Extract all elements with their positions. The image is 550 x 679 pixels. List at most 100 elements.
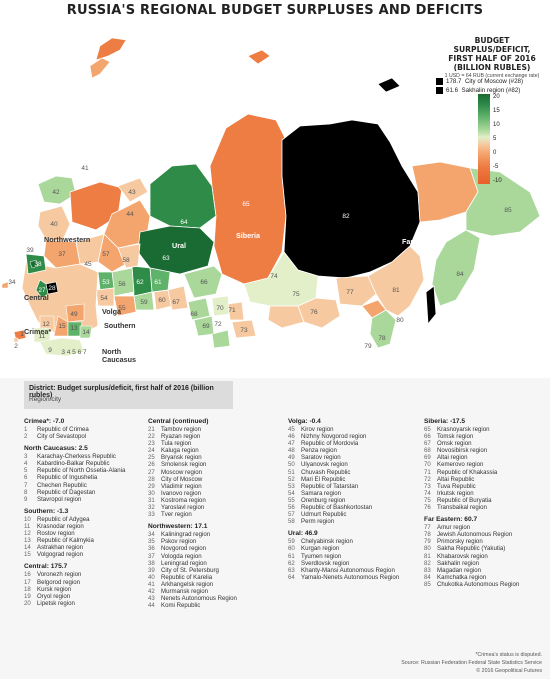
map-label-37: 37 (58, 251, 66, 258)
region-number: 61 (288, 552, 295, 560)
region-number: 13 (24, 537, 31, 545)
legend-big-label: Sakhalin region (#82) (461, 87, 521, 95)
region-row: 36 Novgorod region (148, 545, 276, 552)
map-label-60: 60 (158, 297, 166, 304)
region-name: Republic of Bashkortostan (301, 504, 373, 512)
region-27 (35, 279, 49, 299)
region-row: 58 Perm region (288, 518, 416, 525)
region-number: 84 (424, 573, 431, 581)
region-number: 34 (148, 531, 155, 539)
region-number: 2 (24, 433, 28, 441)
region-row: 17 Belgorod region (24, 579, 152, 586)
district-group: Crimea*: -7.0 1 Republic of Crimea 2 City of… (24, 418, 152, 440)
region-number: 18 (24, 585, 31, 593)
region-number: 23 (148, 440, 155, 448)
map-label-81: 81 (392, 287, 400, 294)
region-name: Astrakhan region (37, 544, 84, 552)
district-group: Far Eastern: 60.7 77 Amur region 78 Jewish A… (424, 516, 550, 588)
region-name: Ryazan region (161, 433, 201, 441)
region-row: 60 Kurgan region (288, 545, 416, 552)
district-label-northwestern: Northwestern (44, 235, 90, 244)
region-number: 59 (288, 538, 295, 546)
region-number: 71 (424, 468, 431, 476)
district-group-header: Far Eastern: 60.7 (424, 516, 478, 524)
district-group: Central: 175.7 16 Voronezh region 17 Belgoro… (24, 563, 152, 606)
region-name: Vladimir region (161, 482, 202, 490)
region-name: City of St. Petersburg (161, 566, 219, 574)
region-row: 59 Chelyabinsk region (288, 538, 416, 545)
map-label-39: 39 (26, 247, 34, 254)
region-row: 53 Republic of Tatarstan (288, 483, 416, 490)
district-group-header: Siberia: -17.5 (424, 418, 466, 425)
region-name: Novgorod region (161, 545, 207, 553)
region-12 (39, 315, 55, 331)
district-label-north-caucasus-2: Caucasus (102, 355, 136, 364)
region-79 (369, 309, 397, 349)
region-row: 64 Yamalo-Nenets Autonomous Region (288, 574, 416, 581)
region-number: 42 (148, 587, 155, 595)
map-label-11: 11 (39, 333, 46, 340)
region-row: 75 Republic of Buryatia (424, 497, 550, 504)
region-number: 30 (148, 489, 155, 497)
region-73 (231, 319, 257, 339)
district-group: Northwestern: 17.1 34 Kaliningrad region 35… (148, 523, 276, 609)
region-row: 63 Khanty-Mansi Autonomous Region (288, 567, 416, 574)
region-number: 6 (24, 474, 28, 482)
region-76 (297, 297, 341, 329)
region-name: Republic of Adygea (37, 515, 90, 523)
region-name: Chuvash Republic (301, 468, 351, 476)
region-row: 30 Ivanovo region (148, 490, 276, 497)
region-number: 62 (288, 559, 295, 567)
table-column-1: Crimea*: -7.0 1 Republic of Crimea 2 City of… (24, 418, 152, 612)
region-row: 26 Smolensk region (148, 461, 276, 468)
region-row: 56 Republic of Bashkortostan (288, 504, 416, 511)
region-name: Sakha Republic (Yakutia) (437, 545, 506, 553)
region-68 (187, 297, 211, 321)
map-label-55: 55 (118, 305, 126, 312)
region-number: 39 (148, 566, 155, 574)
region-name: Yamalo-Nenets Autonomous Region (301, 573, 400, 581)
region-number: 63 (288, 566, 295, 574)
district-group-header: Central: 175.7 (24, 563, 68, 571)
region-row: 77 Amur region (424, 524, 550, 531)
map-label-77: 77 (346, 289, 354, 296)
region-row: 2 City of Sevastopol (24, 433, 152, 440)
region-number: 41 (148, 580, 155, 588)
region-name: Bryansk region (161, 454, 202, 462)
map-label-1: 1 (20, 331, 24, 338)
region-number: 73 (424, 482, 431, 490)
region-number: 40 (148, 573, 155, 581)
region-number: 48 (288, 447, 295, 455)
region-row: 13 Republic of Kalmykia (24, 537, 152, 544)
region-number: 66 (424, 433, 431, 441)
region-54 (95, 287, 115, 307)
region-80 (281, 119, 421, 279)
region-name: Republic of Dagestan (37, 488, 96, 496)
region-name: Khabarovsk region (437, 552, 488, 560)
table-header-subtitle: Region/city (29, 396, 62, 403)
region-row: 73 Tuva Republic (424, 483, 550, 490)
region-number: 60 (288, 545, 295, 553)
region-row: 42 Murmansk region (148, 588, 276, 595)
region-65 (209, 113, 287, 285)
region-row: 25 Bryansk region (148, 454, 276, 461)
region-name: Republic of Karelia (161, 573, 213, 581)
region-number: 50 (288, 461, 295, 469)
map-label-45: 45 (84, 261, 92, 268)
region-name: Smolensk region (161, 461, 207, 469)
district-group-header: Volga: -0.4 (288, 418, 321, 425)
map-label-13: 13 (70, 325, 78, 332)
map-label-57: 57 (102, 251, 110, 258)
map: 82 65 64 63 85 84 81 78 79 80 77 75 76 7… (0, 16, 550, 376)
region-row: 20 Lipetsk region (24, 600, 152, 607)
region-row: 69 Altai region (424, 454, 550, 461)
region-name: Yaroslavl region (161, 504, 205, 512)
region-number: 28 (148, 475, 155, 483)
table-header: District: Budget surplus/deficit, first … (24, 381, 233, 409)
table-column-4: Siberia: -17.5 65 Krasnoyarsk region 66 Toms… (424, 418, 550, 593)
region-77 (335, 275, 377, 307)
region-row: 70 Kemerovo region (424, 461, 550, 468)
region-number: 38 (148, 559, 155, 567)
district-group: North Caucasus: 2.5 3 Karachay-Cherkess Re… (24, 445, 152, 503)
map-label-61: 61 (154, 279, 162, 286)
